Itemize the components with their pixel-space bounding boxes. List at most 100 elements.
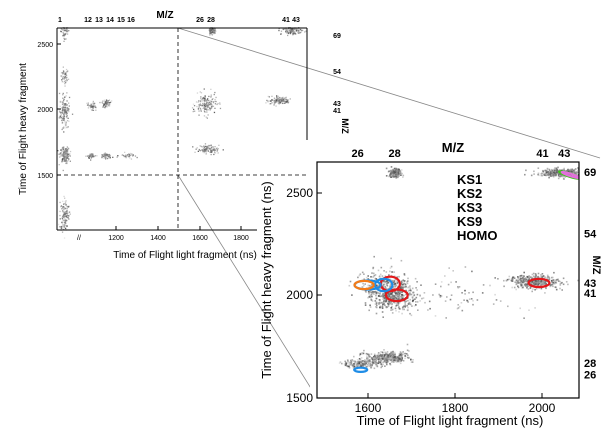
zoom-cluster-point [391, 312, 394, 314]
overview-cluster-point [62, 216, 64, 218]
overview-x-tick: 1200 [108, 235, 124, 242]
overview-cluster-point [69, 160, 71, 162]
top-mz-tick: 28 [207, 17, 215, 24]
top-mz-tick: 12 [84, 17, 92, 24]
overview-cluster-point [209, 28, 211, 30]
overview-cluster-point [92, 154, 94, 157]
overview-cluster-point [215, 96, 217, 99]
overview-cluster-point [132, 155, 134, 157]
overview-cluster-point [63, 27, 65, 28]
zoom-cluster-point [542, 275, 545, 277]
overview-cluster-point [205, 100, 207, 102]
overview-cluster-point [92, 155, 94, 158]
overview-cluster-point [209, 100, 212, 102]
overview-cluster-point [107, 154, 109, 156]
overview-cluster-point [66, 155, 68, 157]
zoom-cluster-point [383, 280, 385, 282]
zoom-cluster-point [378, 356, 381, 358]
zoom-cluster-point [397, 169, 400, 172]
x-axis-break-mark: // [77, 235, 81, 242]
zoom-cluster-point [341, 362, 343, 365]
zoom-cluster-point [390, 309, 392, 311]
right-mz-tick: 69 [584, 167, 596, 179]
zoom-cluster-point [564, 176, 566, 178]
overview-cluster-point [68, 108, 70, 110]
overview-cluster-point [127, 154, 130, 156]
overview-cluster-point [105, 158, 107, 160]
zoom-cluster-point [547, 174, 550, 177]
zoom-cluster-point [551, 172, 553, 175]
zoom-cluster-point [531, 273, 534, 276]
overview-cluster-point [282, 97, 284, 99]
overview-cluster-point [205, 153, 207, 155]
zoom-cluster-point [546, 277, 548, 279]
zoom-cluster-point [399, 357, 401, 360]
zoom-cluster-point [388, 294, 390, 296]
zoom-cluster-point [556, 168, 559, 171]
overview-cluster-point [67, 148, 70, 150]
overview-cluster-point [64, 111, 66, 113]
zoom-cluster-point [370, 294, 373, 296]
zoom-cluster-point [395, 305, 397, 307]
zoom-cluster-point [388, 353, 391, 355]
zoom-cluster-point [569, 169, 572, 171]
zoom-cluster-point [390, 292, 393, 295]
right-mz-tick: 28 [584, 358, 596, 370]
overview-cluster-point [68, 120, 70, 122]
overview-cluster-point [103, 99, 106, 101]
overview-cluster-point [203, 152, 205, 154]
overview-cluster-point [207, 104, 209, 106]
zoom-cluster-point [363, 284, 365, 287]
overview-cluster-point [62, 219, 64, 221]
zoom-cluster-point [374, 303, 376, 305]
zoom-cluster-point [399, 353, 402, 356]
overview-cluster-point [213, 147, 215, 150]
zoom-cluster-point [406, 309, 409, 311]
zoom-cluster-point [403, 280, 405, 283]
zoom-cluster-point [384, 281, 386, 284]
zoom-cluster-point [562, 177, 565, 180]
zoom-cluster-point [546, 174, 549, 176]
overview-cluster-point [60, 31, 62, 33]
overview-cluster-point [59, 101, 61, 103]
overview-cluster-point [64, 202, 67, 204]
zoom-cluster-point [373, 367, 376, 370]
zoom-cluster-point [557, 166, 559, 169]
zoom-cluster-point [562, 277, 565, 280]
overview-cluster-point [68, 96, 71, 99]
zoom-cluster-point [423, 292, 426, 294]
overview-cluster-point [66, 31, 69, 33]
overview-cluster-point [285, 99, 287, 101]
overview-cluster-point [300, 31, 302, 33]
overview-cluster-point [63, 158, 65, 160]
overview-cluster-point [66, 211, 69, 213]
zoom-cluster-point [557, 278, 559, 281]
zoom-cluster-point [372, 361, 374, 364]
zoom-cluster-point [421, 297, 423, 300]
overview-cluster-point [64, 85, 66, 87]
zoom-y-tick: 2000 [286, 288, 313, 302]
overview-cluster-point [215, 100, 217, 103]
zoom-cluster-point [386, 287, 389, 290]
zoom-cluster-point [573, 171, 576, 174]
overview-cluster-point [295, 28, 297, 30]
overview-cluster-point [66, 115, 68, 117]
overview-cluster-point [103, 153, 105, 156]
overview-cluster-point [92, 106, 94, 109]
overview-cluster-point [65, 123, 67, 125]
overview-cluster-point [278, 99, 280, 101]
zoom-cluster-point [537, 284, 539, 287]
overview-cluster-point [210, 94, 212, 96]
zoom-cluster-point [375, 306, 378, 309]
overview-cluster-point [204, 106, 207, 108]
overview-cluster-point [103, 102, 106, 104]
overview-cluster-point [289, 98, 291, 100]
overview-cluster-point [66, 114, 68, 116]
overview-cluster-point [61, 76, 64, 78]
zoom-cluster-point [394, 278, 397, 281]
overview-cluster-point [65, 103, 67, 105]
zoom-cluster-point [367, 290, 370, 293]
overview-cluster-point [128, 153, 130, 155]
zoom-cluster-point [381, 307, 384, 309]
zoom-cluster-point [546, 170, 548, 172]
